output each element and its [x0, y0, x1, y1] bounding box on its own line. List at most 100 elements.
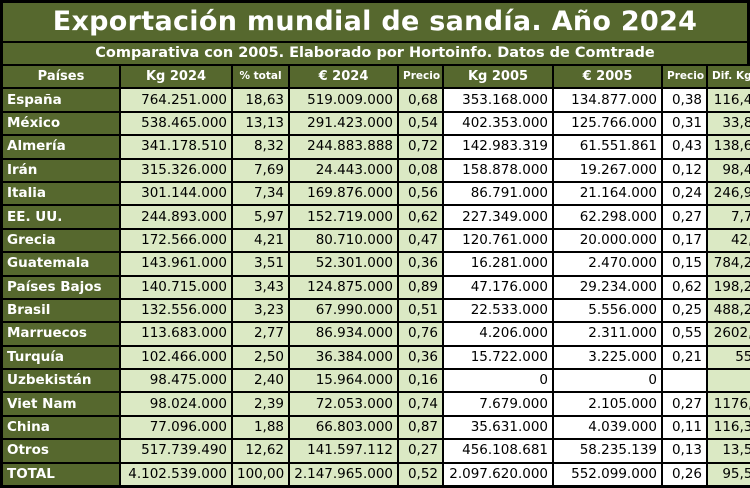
value-cell: 36.384.000: [290, 346, 397, 369]
value-cell: 538.465.000: [121, 112, 231, 135]
table-row: Irán 315.326.000 7,69 24.443.000 0,08 158.878…: [3, 159, 750, 181]
table-row: Grecia 172.566.000 4,21 80.710.000 0,47 120.7…: [3, 229, 750, 252]
country-cell: Irán: [3, 159, 119, 181]
value-cell: 100,00: [233, 463, 288, 486]
table-row: Países Bajos 140.715.000 3,43 124.875.000 0,…: [3, 276, 750, 298]
value-cell: 158.878.000: [444, 159, 552, 181]
value-cell: 140.715.000: [121, 276, 231, 298]
table-header-row: Países Kg 2024% total € 2024 Precio Kg 2005 €…: [3, 66, 750, 88]
value-cell: 86.934.000: [290, 323, 397, 345]
country-cell: Uzbekistán: [3, 370, 119, 392]
value-cell: 7,34: [233, 182, 288, 205]
value-cell: 98.475.000: [121, 370, 231, 392]
value-cell: [708, 370, 750, 392]
table-row: Brasil 132.556.000 3,23 67.990.000 0,51 22.53…: [3, 299, 750, 322]
table-row: Viet Nam 98.024.000 2,39 72.053.000 0,74 7.67…: [3, 393, 750, 415]
value-cell: 134.877.000: [554, 89, 661, 111]
value-cell: 244.883.888: [290, 136, 397, 158]
value-cell: 0,27: [399, 440, 442, 462]
value-cell: 0,55: [663, 323, 706, 345]
country-cell: Italia: [3, 182, 119, 205]
value-cell: 0,16: [399, 370, 442, 392]
value-cell: 5.556.000: [554, 299, 661, 322]
value-cell: 22.533.000: [444, 299, 552, 322]
column-header: € 2005: [554, 66, 661, 88]
value-cell: 552.099.000: [554, 463, 661, 486]
country-cell: Países Bajos: [3, 276, 119, 298]
value-cell: 0,56: [399, 182, 442, 205]
column-header: Países: [3, 66, 119, 88]
value-cell: 0,76: [399, 323, 442, 345]
value-cell: 120.761.000: [444, 229, 552, 252]
country-cell: Otros: [3, 440, 119, 462]
value-cell: 0,27: [663, 393, 706, 415]
value-cell: 80.710.000: [290, 229, 397, 252]
value-cell: 0,08: [399, 159, 442, 181]
table-row: México 538.465.000 13,13 291.423.000 0,54 402…: [3, 112, 750, 135]
total-row: TOTAL 4.102.539.000 100,00 2.147.965.000 0,5…: [3, 463, 750, 486]
value-cell: 488,27: [708, 299, 750, 322]
value-cell: 20.000.000: [554, 229, 661, 252]
value-cell: 0,27: [663, 206, 706, 228]
country-cell: España: [3, 89, 119, 111]
value-cell: 0,25: [663, 299, 706, 322]
value-cell: 2,40: [233, 370, 288, 392]
value-cell: 315.326.000: [121, 159, 231, 181]
value-cell: 0,62: [663, 276, 706, 298]
value-cell: 143.961.000: [121, 253, 231, 275]
value-cell: 0,47: [399, 229, 442, 252]
country-cell: Viet Nam: [3, 393, 119, 415]
table-row: Uzbekistán 98.475.000 2,40 15.964.000 0,16 0 0: [3, 370, 750, 392]
value-cell: 456.108.681: [444, 440, 552, 462]
table-row: Italia 301.144.000 7,34 169.876.000 0,56 86.7…: [3, 182, 750, 205]
value-cell: 152.719.000: [290, 206, 397, 228]
value-cell: 3.225.000: [554, 346, 661, 369]
value-cell: [663, 370, 706, 392]
value-cell: 142.983.319: [444, 136, 552, 158]
value-cell: 98,47: [708, 159, 750, 181]
value-cell: 2.097.620.000: [444, 463, 552, 486]
value-cell: 124.875.000: [290, 276, 397, 298]
value-cell: 4.206.000: [444, 323, 552, 345]
value-cell: 52.301.000: [290, 253, 397, 275]
country-cell: EE. UU.: [3, 206, 119, 228]
value-cell: 552: [708, 346, 750, 369]
data-table: Países Kg 2024% total € 2024 Precio Kg 2005 €…: [1, 64, 750, 487]
value-cell: 102.466.000: [121, 346, 231, 369]
value-cell: 12,62: [233, 440, 288, 462]
value-cell: 0,89: [399, 276, 442, 298]
value-cell: 517.739.490: [121, 440, 231, 462]
value-cell: 0,31: [663, 112, 706, 135]
value-cell: 141.597.112: [290, 440, 397, 462]
value-cell: 3,43: [233, 276, 288, 298]
value-cell: 5,97: [233, 206, 288, 228]
value-cell: 116,40: [708, 89, 750, 111]
value-cell: 4,21: [233, 229, 288, 252]
value-cell: 353.168.000: [444, 89, 552, 111]
value-cell: 42,9: [708, 229, 750, 252]
column-header: % total: [233, 66, 288, 88]
value-cell: 7,69: [233, 159, 288, 181]
value-cell: 125.766.000: [554, 112, 661, 135]
value-cell: 86.791.000: [444, 182, 552, 205]
value-cell: 4.039.000: [554, 416, 661, 439]
table-body: España 764.251.000 18,63 519.009.000 0,68 353…: [3, 89, 750, 486]
value-cell: 172.566.000: [121, 229, 231, 252]
value-cell: 0,54: [399, 112, 442, 135]
value-cell: 62.298.000: [554, 206, 661, 228]
table-row: Otros 517.739.490 12,62 141.597.112 0,27 456.…: [3, 440, 750, 462]
value-cell: 0,21: [663, 346, 706, 369]
value-cell: 341.178.510: [121, 136, 231, 158]
column-header: Kg 2024: [121, 66, 231, 88]
value-cell: 0,26: [663, 463, 706, 486]
value-cell: 0,87: [399, 416, 442, 439]
value-cell: 67.990.000: [290, 299, 397, 322]
column-header: Precio: [663, 66, 706, 88]
value-cell: 33,83: [708, 112, 750, 135]
value-cell: 2.470.000: [554, 253, 661, 275]
value-cell: 132.556.000: [121, 299, 231, 322]
value-cell: 16.281.000: [444, 253, 552, 275]
value-cell: 0,52: [399, 463, 442, 486]
value-cell: 95,58: [708, 463, 750, 486]
page-title: Exportación mundial de sandía. Año 2024: [3, 3, 747, 41]
